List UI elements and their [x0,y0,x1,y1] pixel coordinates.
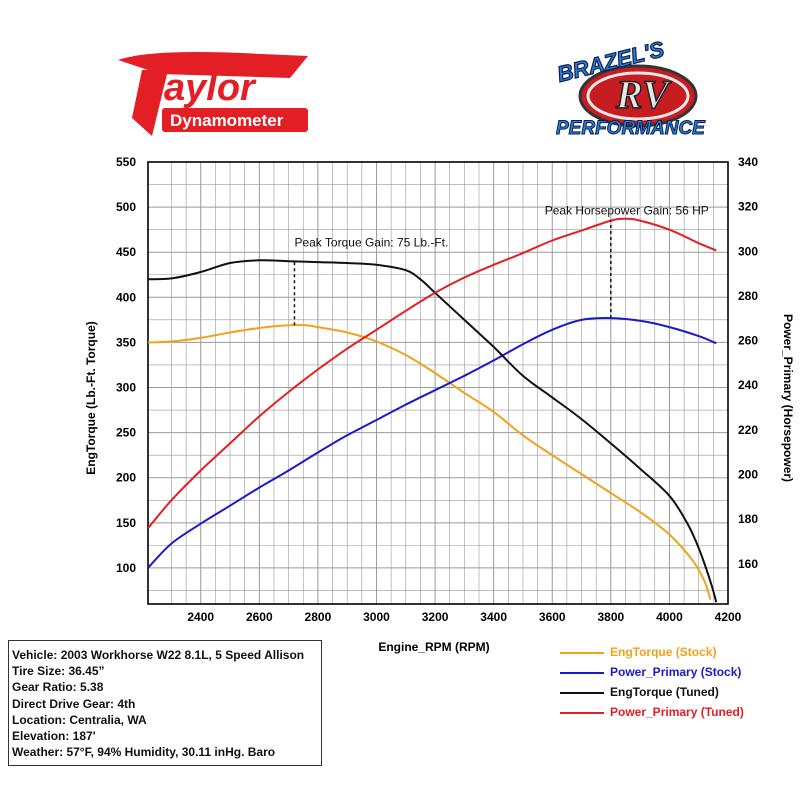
x-tick-label: 3800 [597,610,624,624]
y-left-tick-label: 200 [116,471,136,485]
legend-swatch [560,712,604,714]
plot-frame [147,161,729,605]
y-right-tick-label: 280 [738,289,758,303]
x-axis-label: Engine_RPM (RPM) [378,640,489,654]
logo-bottom-text: PERFORMANCE [556,118,706,139]
y-axis-right-label: Power_Primary (Horsepower) [781,314,795,482]
y-left-tick-label: 450 [116,245,136,259]
logo-subbar [162,108,308,132]
info-gear-ratio: Gear Ratio: 5.38 [12,680,104,695]
x-tick-label: 3200 [422,610,449,624]
x-tick-label: 4200 [715,610,742,624]
x-tick-label: 3600 [539,610,566,624]
y-right-tick-label: 160 [738,557,758,571]
y-right-tick-label: 220 [738,423,758,437]
series-layer [147,217,718,603]
annotation-label: Peak Torque Gain: 75 Lb.-Ft. [294,235,448,249]
series-line-engtorque-tuned [147,259,718,603]
y-right-tick-label: 180 [738,512,758,526]
legend-item-tuned-power: Power_Primary (Tuned) [560,704,800,724]
x-tick-label: 3400 [480,610,507,624]
series-line-power-primary-tuned [147,217,717,529]
x-tick-label: 2400 [187,610,214,624]
y-axis-left-label: EngTorque (Lb.-Ft. Torque) [84,321,98,475]
legend-swatch [560,692,604,694]
y-right-tick-label: 340 [738,155,758,169]
y-right-tick-label: 320 [738,200,758,214]
y-left-tick-label: 400 [116,290,136,304]
legend-label: EngTorque (Tuned) [610,685,719,699]
logo-t-stem [132,70,168,136]
info-direct-drive-gear: Direct Drive Gear: 4th [12,696,136,711]
x-tick-label: 3000 [363,610,390,624]
taylor-dynamometer-logo: T aylor Dynamometer [118,52,308,136]
logo-rv: RV [615,72,672,117]
y-left-tick-label: 300 [116,381,136,395]
y-left-tick-label: 100 [116,561,136,575]
legend-item-stock-torque: EngTorque (Stock) [560,644,800,664]
info-tire-size: Tire Size: 36.45” [12,664,105,679]
legend-label: Power_Primary (Tuned) [610,705,744,719]
grid-lines [148,162,728,604]
y-right-tick-label: 300 [738,244,758,258]
info-elevation: Elevation: 187' [12,729,96,744]
info-vehicle: Vehicle: 2003 Workhorse W22 8.1L, 5 Spee… [12,648,305,662]
x-tick-label: 2800 [305,610,332,624]
x-tick-label: 4000 [656,610,683,624]
legend-swatch [560,652,604,654]
logo-emblem-ring [586,71,690,121]
y-left-tick-label: 150 [116,516,136,530]
y-right-tick-label: 200 [738,468,758,482]
annotation-layer: Peak Torque Gain: 75 Lb.-Ft. Peak Horsepo… [293,204,709,326]
legend-label: Power_Primary (Stock) [610,665,742,679]
series-line-engtorque-stock [147,324,712,600]
logo-subtitle: Dynamometer [170,111,284,130]
y-left-tick-label: 250 [116,426,136,440]
legend-label: EngTorque (Stock) [610,645,717,659]
test-info-box: Vehicle: 2003 Workhorse W22 8.1L, 5 Spee… [8,640,322,766]
y-right-tick-label: 240 [738,378,758,392]
logo-emblem [578,64,698,128]
legend-item-stock-power: Power_Primary (Stock) [560,664,800,684]
annotation-label: Peak Horsepower Gain: 56 HP [545,204,709,218]
logo-wordmark: aylor [164,67,257,109]
info-location: Location: Centralia, WA [12,712,147,727]
brazels-rv-performance-logo: RV BRAZEL'S PERFORMANCE [554,40,707,140]
legend-item-tuned-torque: EngTorque (Tuned) [560,684,800,704]
x-tick-label: 2600 [246,610,273,624]
legend-swatch [560,672,604,674]
y-left-tick-label: 500 [116,200,136,214]
y-left-tick-label: 550 [116,155,136,169]
y-right-tick-label: 260 [738,334,758,348]
y-left-tick-label: 350 [116,335,136,349]
info-weather: Weather: 57°F, 94% Humidity, 30.11 inHg.… [12,745,276,760]
tick-labels: 2400 2600 2800 3000 3200 3400 3600 3800 4000 4200… [116,155,758,624]
series-line-power-primary-stock [147,317,717,569]
legend: EngTorque (Stock) Power_Primary (Stock) … [560,644,800,724]
